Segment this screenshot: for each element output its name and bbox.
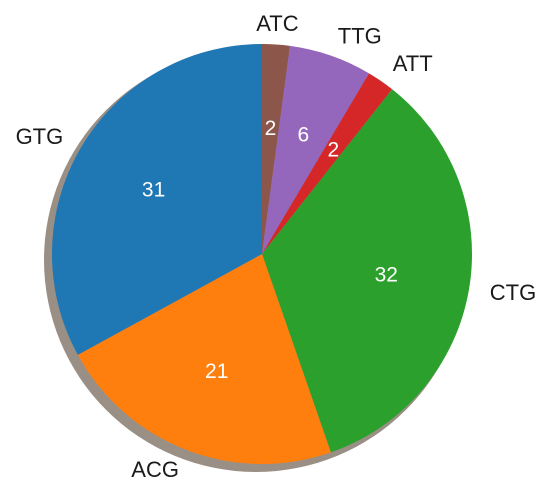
category-label-gtg: GTG bbox=[16, 124, 64, 149]
value-label-acg: 21 bbox=[205, 360, 228, 383]
pie-slices bbox=[51, 44, 473, 465]
pie-slice-ctg bbox=[262, 89, 473, 453]
value-labels: 2 62 32 21 31 bbox=[142, 117, 398, 383]
value-label-atc: 2 bbox=[265, 117, 277, 140]
category-label-acg: ACG bbox=[131, 457, 179, 482]
pie-slice-atc bbox=[262, 44, 290, 254]
pie-slice-acg bbox=[77, 254, 331, 465]
pie-slice-ttg bbox=[262, 45, 370, 255]
value-label-att: 2 bbox=[327, 139, 339, 162]
value-label-ttg: 6 bbox=[297, 123, 309, 146]
category-label-atc: ATC bbox=[256, 11, 298, 36]
pie-slice-gtg bbox=[51, 44, 263, 355]
category-label-ctg: CTG bbox=[490, 280, 536, 305]
category-label-att: ATT bbox=[393, 51, 433, 76]
category-labels: ATC TTG ATT CTG ACG GTG bbox=[16, 11, 537, 482]
value-label-ctg: 32 bbox=[375, 263, 398, 286]
category-label-ttg: TTG bbox=[338, 23, 382, 48]
value-label-gtg: 31 bbox=[142, 178, 165, 201]
pie-slice-att bbox=[262, 73, 393, 254]
